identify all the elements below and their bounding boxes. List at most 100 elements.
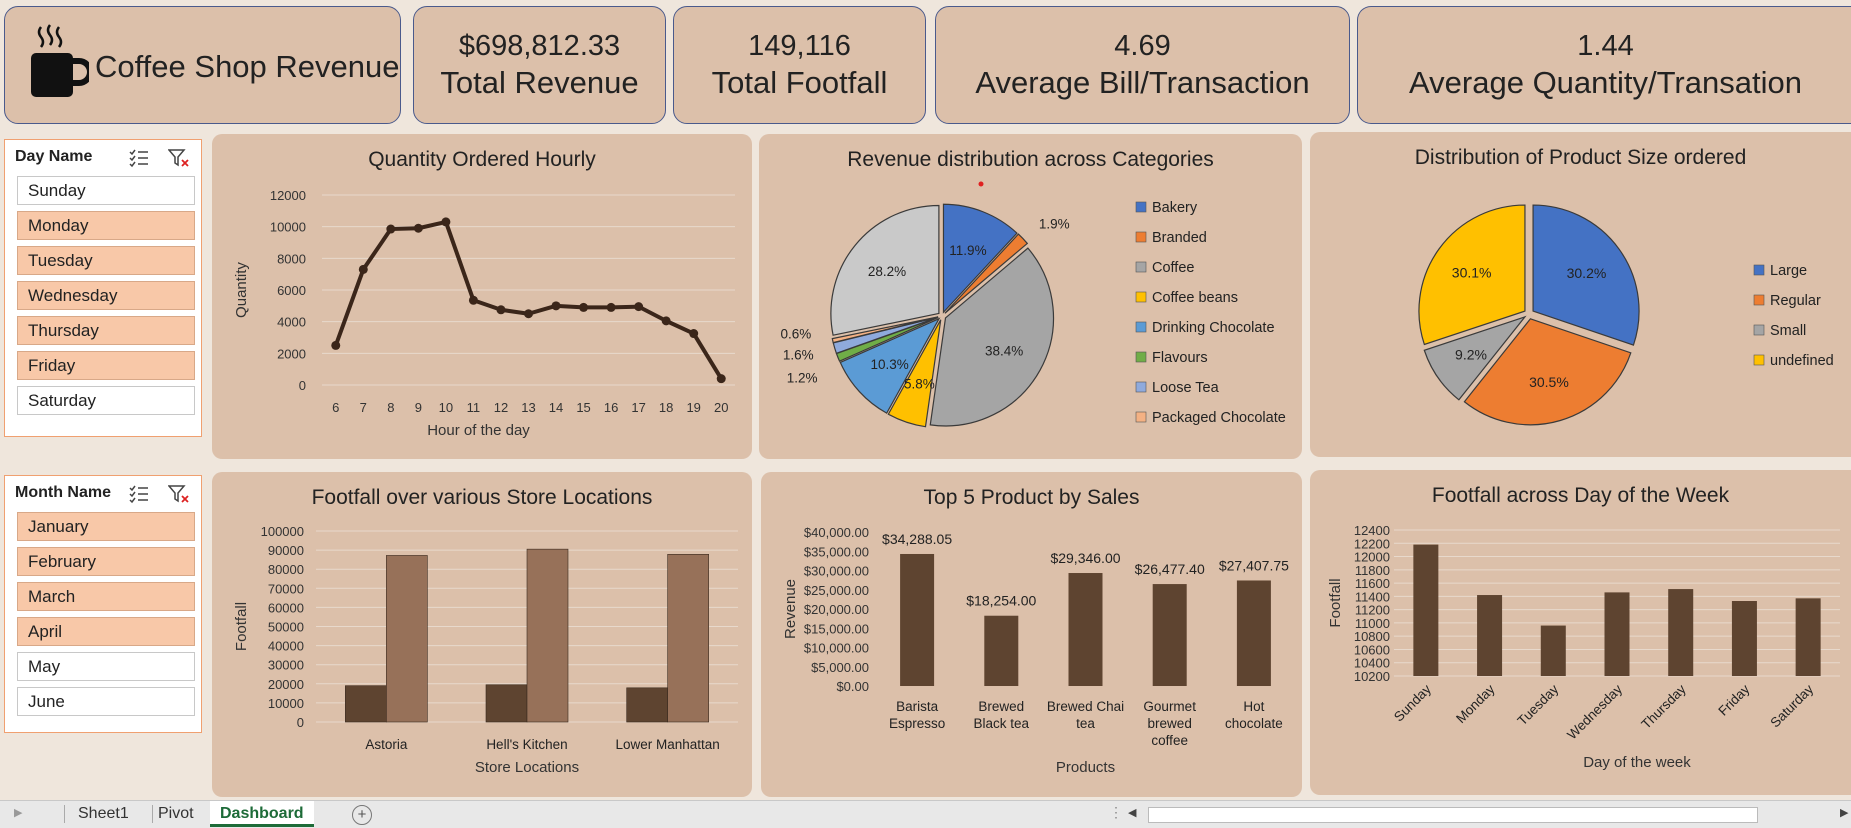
weekday-bar [1604,592,1630,676]
pie-slice-tea [830,204,940,336]
weekday-footfall-chart[interactable]: Footfall across Day of the Week 10200 104… [1310,470,1851,795]
slicer-item-saturday[interactable]: Saturday [17,386,195,415]
y-tick-label: 11600 [1355,576,1390,591]
y-tick-label: 8000 [277,251,306,266]
slicer-item-wednesday[interactable]: Wednesday [17,281,195,310]
add-sheet-button[interactable]: + [352,805,372,825]
weekday-bar [1795,598,1821,676]
slicer-item-monday[interactable]: Monday [17,211,195,240]
legend-swatch [1135,261,1147,273]
legend-swatch [1135,411,1147,423]
x-axis-label: Store Locations [475,759,579,776]
slicer-item-tuesday[interactable]: Tuesday [17,246,195,275]
legend-swatch [1135,321,1147,333]
y-tick-label: $10,000.00 [804,641,869,656]
tab-dashboard[interactable]: Dashboard [210,801,314,827]
horizontal-scrollbar[interactable] [1148,807,1758,823]
pie-data-label: 30.2% [1567,265,1607,281]
slicer-item-february[interactable]: February [17,547,195,576]
more-options-icon[interactable]: ⋮ [1109,804,1123,820]
multi-select-icon[interactable] [128,484,150,504]
chart-title: Footfall over various Store Locations [311,486,653,509]
pie-data-label: 28.2% [868,264,906,279]
weekday-bar [1668,589,1694,676]
slicer-item-june[interactable]: June [17,687,195,716]
data-point [413,223,423,233]
product-bar [1068,573,1103,686]
y-tick-label: 60000 [268,600,304,615]
tab-sheet1[interactable]: Sheet1 [78,805,129,822]
product-size-chart[interactable]: Distribution of Product Size ordered 30.… [1310,132,1851,457]
data-point [496,305,506,315]
x-tick-label: 6 [332,400,339,415]
y-tick-label: 12200 [1354,536,1390,551]
y-tick-label: 2000 [277,346,306,361]
slicer-item-thursday[interactable]: Thursday [17,316,195,345]
y-tick-label: 0 [299,378,306,393]
legend-label: Drinking Chocolate [1152,320,1275,336]
y-tick-label: 10600 [1354,642,1390,657]
x-tick-label: Wednesday [1564,681,1625,742]
slicer-item-march[interactable]: March [17,582,195,611]
legend-label: Small [1770,323,1806,339]
scroll-left-icon[interactable]: ▶ [14,807,23,819]
dashboard-title: Coffee Shop Revenue [95,49,400,84]
y-tick-label: $5,000.00 [811,660,869,675]
x-tick-label: 9 [415,400,422,415]
selection-marker [978,181,984,187]
legend-swatch [1753,294,1765,306]
legend-label: Regular [1770,293,1821,309]
tab-pivot[interactable]: Pivot [158,805,194,822]
x-tick-label: chocolate [1225,716,1283,731]
y-axis-label: Footfall [1327,578,1344,627]
slicer-item-friday[interactable]: Friday [17,351,195,380]
x-axis-label: Products [1056,759,1115,776]
product-bar [900,553,935,686]
x-tick-label: Lower Manhattan [616,737,720,752]
x-tick-label: Astoria [365,737,408,752]
bar-transactions [485,684,528,723]
scroll-right-button[interactable]: ▶ [1840,807,1849,819]
bar-footfall [386,555,428,723]
clear-filter-icon[interactable] [168,484,190,504]
legend-swatch [1753,264,1765,276]
y-tick-label: 80000 [268,562,304,577]
kpi-total-footfall: 149,116 Total Footfall [673,6,926,124]
legend-swatch [1753,354,1765,366]
bar-data-label: $29,346.00 [1050,550,1120,566]
y-tick-label: 12000 [270,188,306,203]
clear-filter-icon[interactable] [168,148,190,168]
bar-data-label: $18,254.00 [966,593,1036,609]
x-tick-label: Brewed Chai [1047,699,1124,714]
top-products-chart[interactable]: Top 5 Product by Sales $0.00 $5,000.00 $10… [761,472,1302,797]
data-point [386,224,396,234]
slicer-item-may[interactable]: May [17,652,195,681]
day-name-slicer[interactable]: Day Name Sunday Monday Tuesday Wednesday Thu… [4,139,202,437]
kpi-total-revenue: $698,812.33 Total Revenue [413,6,666,124]
data-point [468,295,478,305]
category-revenue-chart[interactable]: Revenue distribution across Categories 1… [759,134,1302,459]
scroll-left-button[interactable]: ◀ [1128,807,1137,819]
pie-data-label: 11.9% [949,243,986,258]
y-tick-label: 10000 [270,220,306,235]
x-tick-label: Friday [1715,681,1752,718]
y-tick-label: 90000 [268,543,304,558]
slicer-item-april[interactable]: April [17,617,195,646]
pie-slice-coffee [929,247,1055,427]
slicer-item-january[interactable]: January [17,512,195,541]
slicer-item-sunday[interactable]: Sunday [17,176,195,205]
multi-select-icon[interactable] [128,148,150,168]
legend-label: Bakery [1152,200,1198,216]
kpi-average-bill: 4.69 Average Bill/Transaction [935,6,1350,124]
legend-swatch [1135,291,1147,303]
hourly-quantity-chart[interactable]: Quantity Ordered Hourly 0 2000 4000 6000 800… [212,134,752,459]
x-tick-label: brewed [1148,716,1192,731]
store-location-chart[interactable]: Footfall over various Store Locations 0 1… [212,472,752,797]
legend-label: Branded [1152,230,1207,246]
x-tick-label: 19 [686,400,700,415]
x-tick-label: 14 [549,400,563,415]
month-name-slicer[interactable]: Month Name January February March April May J… [4,475,202,733]
kpi-value: 1.44 [1577,30,1634,62]
x-tick-label: 18 [659,400,673,415]
x-tick-label: Thursday [1638,681,1689,732]
